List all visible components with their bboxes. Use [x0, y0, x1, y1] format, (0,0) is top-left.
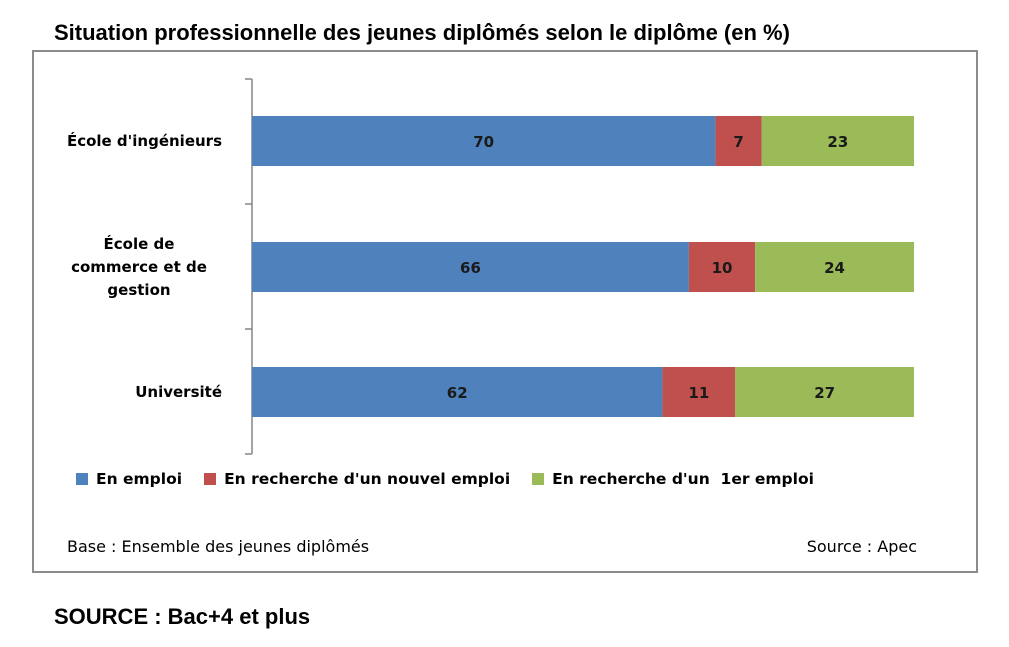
data-label: 62	[447, 384, 468, 402]
data-label: 66	[460, 259, 481, 277]
legend-swatch	[76, 473, 88, 485]
legend-item-premier-emploi: En recherche d'un 1er emploi	[532, 470, 814, 488]
data-label: 24	[824, 259, 845, 277]
bar-segment	[252, 116, 716, 166]
bar-segment	[755, 242, 914, 292]
bar-segment	[252, 367, 663, 417]
legend-item-nouvel-emploi: En recherche d'un nouvel emploi	[204, 470, 510, 488]
legend: En emploi En recherche d'un nouvel emplo…	[76, 470, 814, 488]
bar-segment	[662, 367, 736, 417]
data-label: 23	[827, 133, 848, 151]
bar-segment	[735, 367, 914, 417]
category-label: Université	[135, 383, 222, 401]
legend-swatch	[204, 473, 217, 485]
data-label: 11	[688, 384, 709, 402]
bar-segment	[252, 242, 689, 292]
legend-item-en-emploi: En emploi	[76, 470, 182, 488]
data-label: 27	[814, 384, 835, 402]
footer-source: SOURCE : Bac+4 et plus	[54, 604, 311, 629]
legend-label: En recherche d'un 1er emploi	[552, 470, 814, 488]
bar-segment	[688, 242, 756, 292]
bar-segment	[715, 116, 762, 166]
data-label: 10	[712, 259, 733, 277]
category-label: École d'ingénieurs	[67, 131, 222, 150]
data-label: 7	[733, 133, 743, 151]
chart-title: Situation professionnelle des jeunes dip…	[54, 20, 790, 45]
base-note: Base : Ensemble des jeunes diplômés	[67, 537, 370, 556]
data-label: 70	[473, 133, 494, 151]
legend-label: En recherche d'un nouvel emploi	[224, 470, 511, 488]
source-note: Source : Apec	[806, 537, 917, 556]
category-label: École de commerce et de gestion	[71, 234, 207, 299]
legend-label: En emploi	[96, 470, 183, 488]
legend-swatch	[532, 473, 545, 485]
bar-segment	[761, 116, 914, 166]
